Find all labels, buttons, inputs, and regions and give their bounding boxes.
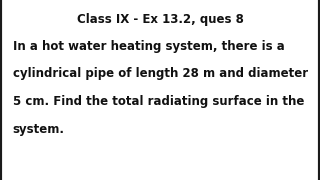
Text: 5 cm. Find the total radiating surface in the: 5 cm. Find the total radiating surface i… bbox=[13, 95, 304, 108]
Text: system.: system. bbox=[13, 123, 65, 136]
Text: In a hot water heating system, there is a: In a hot water heating system, there is … bbox=[13, 40, 284, 53]
Text: Class IX - Ex 13.2, ques 8: Class IX - Ex 13.2, ques 8 bbox=[76, 13, 244, 26]
Text: cylindrical pipe of length 28 m and diameter: cylindrical pipe of length 28 m and diam… bbox=[13, 68, 308, 80]
